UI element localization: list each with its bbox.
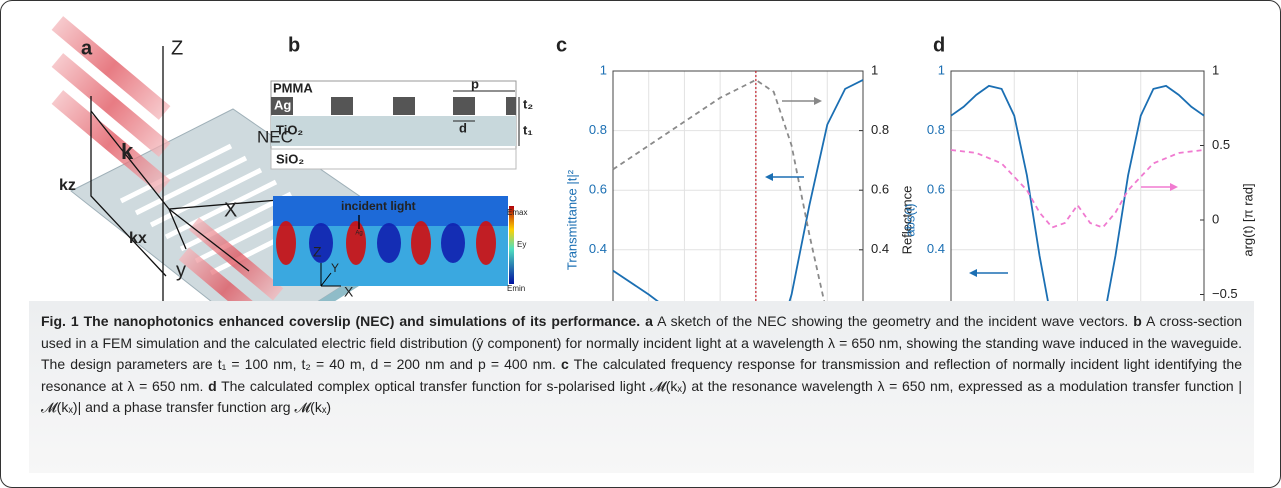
- y2-tick-label: 1: [871, 62, 878, 77]
- plot-frame: [950, 70, 1205, 301]
- caption-label: a: [645, 313, 653, 329]
- colorbar-label: Ey: [517, 240, 526, 249]
- series-line: [612, 79, 864, 301]
- field-label: Ag: [355, 231, 362, 237]
- layer-label: Ag: [274, 97, 291, 112]
- dimension-label: p: [471, 76, 479, 91]
- colorbar-label: Emin: [507, 284, 525, 293]
- sketch-label: y: [176, 259, 186, 281]
- caption-text: The calculated frequency response for tr…: [41, 356, 1242, 394]
- figure-panels: a b c d Z k kz kx y X NEC PMMA Ag p t₂ t…: [51, 16, 1255, 301]
- beam: [51, 16, 284, 301]
- dimension-label: t₂: [523, 96, 533, 111]
- y2-tick-label: −0.5: [1212, 286, 1238, 301]
- y2-tick-label: 0.5: [1212, 137, 1230, 152]
- sketch-label: NEC: [257, 127, 293, 146]
- axis-label: Y: [331, 261, 339, 275]
- caption-text: The calculated complex optical transfer …: [41, 377, 1243, 416]
- layer-label: PMMA: [273, 80, 313, 95]
- plot-frame: [612, 70, 864, 301]
- y2-tick-label: 0: [1212, 211, 1219, 226]
- y-tick-label: 0.4: [927, 241, 945, 256]
- layer-label: SiO₂: [276, 151, 304, 166]
- series-line: [950, 84, 1205, 301]
- y2-tick-label: 0.4: [871, 241, 889, 256]
- axis-label: X: [344, 284, 354, 300]
- sketch-label: kz: [59, 177, 76, 194]
- cross-section: [270, 80, 520, 287]
- dimension-label: t₁: [523, 122, 533, 137]
- caption: Fig. 1 The nanophotonics enhanced covers…: [29, 301, 1254, 473]
- y-tick-label: 0.8: [927, 122, 945, 137]
- caption-text: A cross-section used in a FEM simulation…: [41, 313, 1243, 372]
- panel-label: b: [288, 34, 300, 56]
- axes-lines: [90, 46, 292, 301]
- sketch-label: k: [121, 139, 134, 164]
- y-tick-label: 0.6: [589, 182, 607, 197]
- caption-label: c: [561, 356, 569, 372]
- y2-tick-label: 0.6: [871, 182, 889, 197]
- y2-axis-label: Reflectance: [899, 186, 914, 255]
- caption-label: d: [208, 377, 217, 394]
- y-tick-label: 0.4: [589, 241, 607, 256]
- field-label: incident light: [341, 199, 416, 213]
- y-tick-label: 1: [938, 62, 945, 77]
- panel-label: c: [556, 34, 567, 56]
- dimension-label: d: [459, 120, 467, 135]
- y-tick-label: 0.8: [589, 122, 607, 137]
- y-axis-label: abs(t): [902, 203, 917, 236]
- caption-title: Fig. 1 The nanophotonics enhanced covers…: [41, 313, 641, 329]
- axis-label: Z: [313, 244, 322, 260]
- sketch-label: X: [224, 199, 237, 221]
- arrows: [765, 97, 1178, 277]
- layer-label: TiO₂: [276, 122, 303, 137]
- y2-tick-label: 0.8: [871, 122, 889, 137]
- y-tick-label: 0.6: [927, 182, 945, 197]
- y-tick-label: 1: [600, 62, 607, 77]
- y-axis-label: Transmittance |t|²: [564, 169, 579, 270]
- series-line: [950, 149, 1205, 229]
- caption-text: A sketch of the NEC showing the geometry…: [657, 313, 1129, 329]
- y2-axis-label: arg(t) [π rad]: [1240, 183, 1255, 256]
- sketch-label: Z: [171, 37, 183, 59]
- sketch-label: kx: [129, 230, 147, 247]
- caption-label: b: [1133, 313, 1142, 329]
- panel-label: a: [81, 37, 93, 59]
- colorbar-label: Emax: [507, 208, 527, 217]
- y2-tick-label: 1: [1212, 62, 1219, 77]
- panel-label: d: [933, 34, 945, 56]
